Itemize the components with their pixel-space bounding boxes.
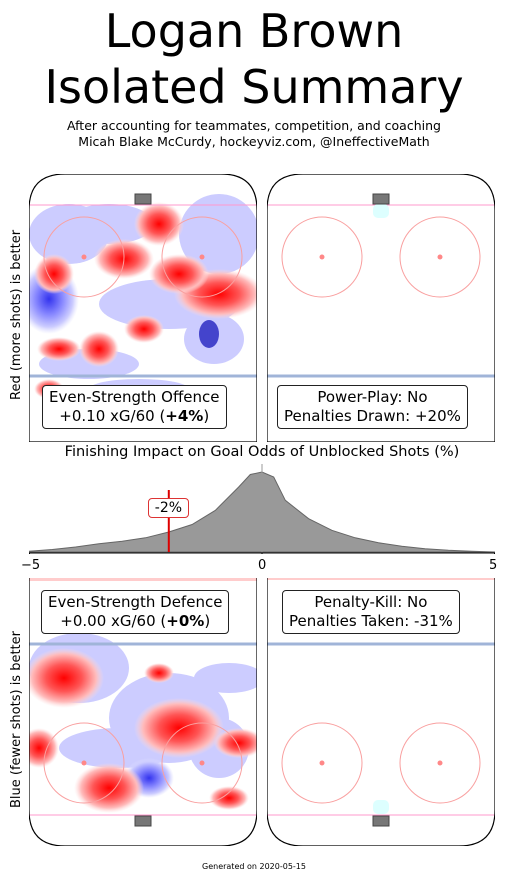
penaltykill-summary-box: Penalty-Kill: No Penalties Taken: -31% <box>282 590 460 634</box>
page-title-line1: Logan Brown <box>104 4 404 58</box>
offence-summary-box: Even-Strength Offence +0.10 xG/60 (+4%) <box>42 385 227 429</box>
defence-rink <box>29 578 257 846</box>
top-axis-label: Red (more shots) is better <box>9 229 24 400</box>
penaltykill-label: Penalty-Kill: No <box>314 593 428 611</box>
defence-value: +0.00 xG/60 (+0%) <box>60 612 211 630</box>
defence-summary-box: Even-Strength Defence +0.00 xG/60 (+0%) <box>41 590 230 634</box>
powerplay-rink <box>267 174 495 442</box>
penaltykill-rink <box>267 578 495 846</box>
x-tick-zero: 0 <box>258 558 267 573</box>
finishing-density-chart <box>29 464 495 554</box>
subtitle-line2: Micah Blake McCurdy, hockeyviz.com, @Ine… <box>78 134 430 149</box>
marker-label: -2% <box>147 498 190 518</box>
offence-rink <box>29 174 257 442</box>
offence-label: Even-Strength Offence <box>49 388 220 406</box>
powerplay-label: Power-Play: No <box>317 388 428 406</box>
page-title-line2: Isolated Summary <box>44 60 464 114</box>
x-tick-min: −5 <box>21 558 41 573</box>
penalties-taken-value: Penalties Taken: -31% <box>289 612 453 630</box>
powerplay-summary-box: Power-Play: No Penalties Drawn: +20% <box>277 385 468 429</box>
subtitle-line1: After accounting for teammates, competit… <box>67 118 441 133</box>
x-tick-max: 5 <box>489 558 498 573</box>
defence-label: Even-Strength Defence <box>48 593 223 611</box>
offence-value: +0.10 xG/60 (+4%) <box>59 407 210 425</box>
chart-title: Finishing Impact on Goal Odds of Unblock… <box>64 444 460 460</box>
bottom-axis-label: Blue (fewer shots) is better <box>9 631 24 808</box>
penalties-drawn-value: Penalties Drawn: +20% <box>284 407 461 425</box>
generated-footer: Generated on 2020-05-15 <box>202 862 306 871</box>
